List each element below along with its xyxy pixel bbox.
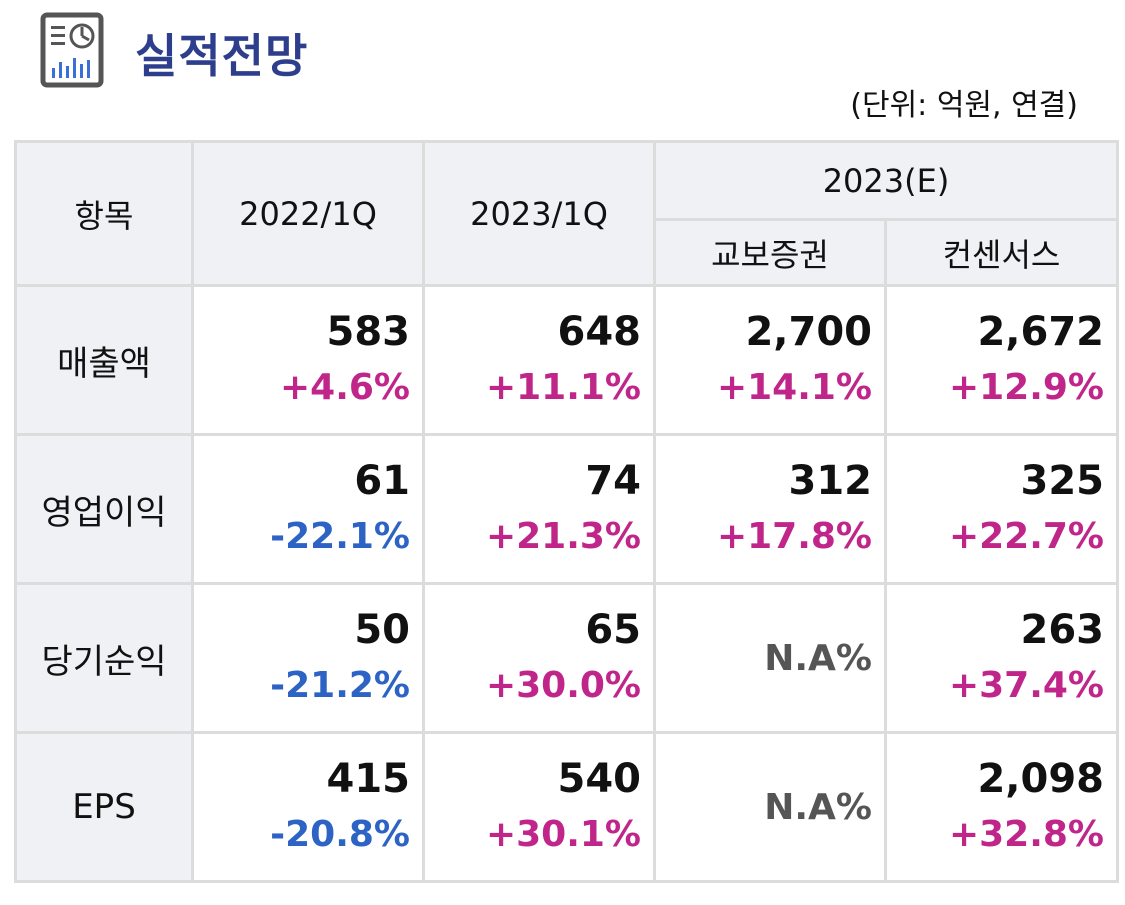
cell-2023-1q: 65 +30.0% — [422, 582, 656, 734]
cell-consensus: 325 +22.7% — [884, 433, 1119, 585]
change: +21.3% — [485, 516, 641, 557]
table-row: 당기순익 50 -21.2% 65 +30.0% N.A% 263 +37.4% — [14, 582, 1119, 734]
row-label: 영업이익 — [14, 433, 194, 585]
cell-kyobo: 312 +17.8% — [653, 433, 887, 585]
header-consensus: 컨센서스 — [884, 218, 1119, 287]
change: +32.8% — [948, 814, 1104, 855]
value: 583 — [326, 309, 411, 355]
value: 65 — [585, 607, 641, 653]
cell-kyobo: N.A% — [653, 731, 887, 883]
page-title: 실적전망 — [135, 29, 309, 83]
value: 312 — [788, 458, 873, 504]
earnings-forecast-table: 항목 2022/1Q 2023/1Q 2023(E) 교보증권 컨센서스 매출액… — [14, 140, 1119, 883]
not-available-value: N.A% — [764, 637, 872, 679]
change: -21.2% — [270, 665, 410, 706]
table-row: EPS 415 -20.8% 540 +30.1% N.A% 2,098 +32.8% — [14, 731, 1119, 883]
cell-2022-1q: 50 -21.2% — [191, 582, 425, 734]
header-kyobo: 교보증권 — [653, 218, 887, 287]
cell-2022-1q: 415 -20.8% — [191, 731, 425, 883]
row-label: EPS — [14, 731, 194, 883]
change: -20.8% — [270, 814, 410, 855]
value: 2,098 — [977, 756, 1104, 802]
cell-2022-1q: 583 +4.6% — [191, 284, 425, 436]
value: 74 — [585, 458, 641, 504]
value: 415 — [326, 756, 411, 802]
title-bar: 실적전망 (단위: 억원, 연결) — [40, 12, 1100, 123]
row-label: 당기순익 — [14, 582, 194, 734]
change: +14.1% — [716, 367, 872, 408]
cell-consensus: 2,672 +12.9% — [884, 284, 1119, 436]
cell-2023-1q: 74 +21.3% — [422, 433, 656, 585]
change: +30.0% — [485, 665, 641, 706]
value: 2,672 — [977, 309, 1104, 355]
cell-2023-1q: 648 +11.1% — [422, 284, 656, 436]
value: 2,700 — [745, 309, 872, 355]
change: +12.9% — [948, 367, 1104, 408]
header-2023e: 2023(E) — [653, 140, 1119, 221]
cell-consensus: 2,098 +32.8% — [884, 731, 1119, 883]
value: 263 — [1020, 607, 1105, 653]
value: 325 — [1020, 458, 1105, 504]
change: +22.7% — [948, 516, 1104, 557]
change: -22.1% — [270, 516, 410, 557]
value: 50 — [354, 607, 410, 653]
table-row: 영업이익 61 -22.1% 74 +21.3% 312 +17.8% 325 +22.… — [14, 433, 1119, 585]
change: +17.8% — [716, 516, 872, 557]
cell-consensus: 263 +37.4% — [884, 582, 1119, 734]
header-item: 항목 — [14, 140, 194, 287]
change: +30.1% — [485, 814, 641, 855]
change: +37.4% — [948, 665, 1104, 706]
change: +4.6% — [279, 367, 410, 408]
cell-kyobo: N.A% — [653, 582, 887, 734]
report-chart-icon — [40, 12, 104, 88]
value: 61 — [354, 458, 410, 504]
unit-note: (단위: 억원, 연결) — [850, 88, 1078, 123]
change: +11.1% — [485, 367, 641, 408]
value: 648 — [557, 309, 642, 355]
cell-2022-1q: 61 -22.1% — [191, 433, 425, 585]
row-label: 매출액 — [14, 284, 194, 436]
cell-kyobo: 2,700 +14.1% — [653, 284, 887, 436]
header-2022-1q: 2022/1Q — [191, 140, 425, 287]
header-2023-1q: 2023/1Q — [422, 140, 656, 287]
table-row: 매출액 583 +4.6% 648 +11.1% 2,700 +14.1% 2,672… — [14, 284, 1119, 436]
cell-2023-1q: 540 +30.1% — [422, 731, 656, 883]
value: 540 — [557, 756, 642, 802]
not-available-value: N.A% — [764, 786, 872, 828]
